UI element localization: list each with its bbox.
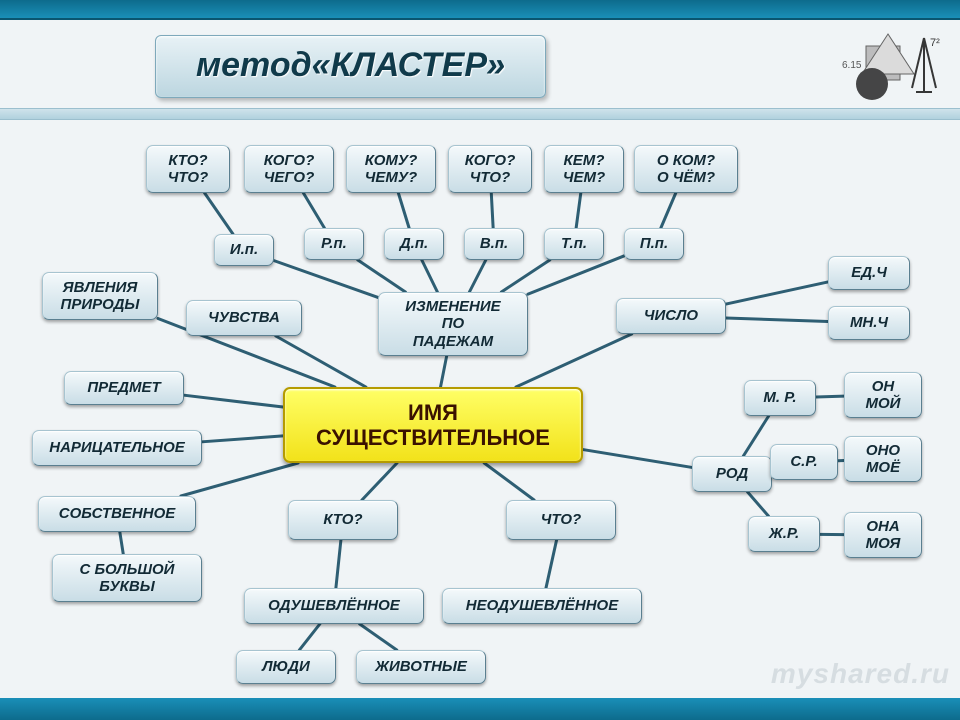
svg-text:7²: 7² — [930, 37, 940, 49]
node-mnch: МН.Ч — [828, 306, 910, 340]
node-center: ИМЯСУЩЕСТВИТЕЛЬНОЕ — [283, 387, 583, 463]
node-vp: В.п. — [464, 228, 524, 260]
node-q_pp: О КОМ?О ЧЁМ? — [634, 145, 738, 193]
node-q_tp: КЕМ?ЧЕМ? — [544, 145, 624, 193]
top-bar — [0, 0, 960, 20]
node-onamoya: ОНАМОЯ — [844, 512, 922, 558]
node-naric: НАРИЦАТЕЛЬНОЕ — [32, 430, 202, 466]
node-mr: М. Р. — [744, 380, 816, 416]
node-rod: РОД — [692, 456, 772, 492]
node-neodush: НЕОДУШЕВЛЁННОЕ — [442, 588, 642, 624]
node-onmoy: ОНМОЙ — [844, 372, 922, 418]
node-q_ip: КТО?ЧТО? — [146, 145, 230, 193]
title-banner-wrap: метод«КЛАСТЕР» — [155, 35, 546, 98]
node-zhiv: ЖИВОТНЫЕ — [356, 650, 486, 684]
node-q_rp: КОГО?ЧЕГО? — [244, 145, 334, 193]
node-sobstv: СОБСТВЕННОЕ — [38, 496, 196, 532]
bottom-bar — [0, 698, 960, 720]
node-chto: ЧТО? — [506, 500, 616, 540]
node-tp: Т.п. — [544, 228, 604, 260]
node-odush: ОДУШЕВЛЁННОЕ — [244, 588, 424, 624]
node-chuv: ЧУВСТВА — [186, 300, 302, 336]
node-onomoe: ОНОМОЁ — [844, 436, 922, 482]
node-izm: ИЗМЕНЕНИЕПОПАДЕЖАМ — [378, 292, 528, 356]
node-kto: КТО? — [288, 500, 398, 540]
geometry-icon: 6.15 7² — [838, 28, 948, 108]
node-edch: ЕД.Ч — [828, 256, 910, 290]
svg-text:6.15: 6.15 — [842, 60, 862, 71]
title-banner: метод«КЛАСТЕР» — [155, 35, 546, 98]
node-q_dp: КОМУ?ЧЕМУ? — [346, 145, 436, 193]
node-lyudi: ЛЮДИ — [236, 650, 336, 684]
watermark: myshared.ru — [771, 658, 950, 690]
node-ip: И.п. — [214, 234, 274, 266]
divider-line — [0, 108, 960, 120]
page-title: метод«КЛАСТЕР» — [196, 46, 505, 84]
node-chislo: ЧИСЛО — [616, 298, 726, 334]
node-rp: Р.п. — [304, 228, 364, 260]
node-sr: С.Р. — [770, 444, 838, 480]
node-q_vp: КОГО?ЧТО? — [448, 145, 532, 193]
node-zhr: Ж.Р. — [748, 516, 820, 552]
node-dp: Д.п. — [384, 228, 444, 260]
node-pp: П.п. — [624, 228, 684, 260]
node-yavl: ЯВЛЕНИЯПРИРОДЫ — [42, 272, 158, 320]
node-predm: ПРЕДМЕТ — [64, 371, 184, 405]
node-bolsh: С БОЛЬШОЙБУКВЫ — [52, 554, 202, 602]
